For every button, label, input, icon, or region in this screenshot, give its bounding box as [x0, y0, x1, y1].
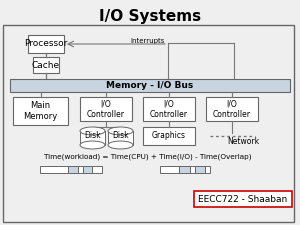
Bar [13, 97, 68, 125]
Bar [108, 131, 133, 145]
Text: Network: Network [227, 137, 259, 146]
Bar [194, 191, 292, 207]
Bar [160, 166, 210, 173]
Bar [28, 35, 64, 53]
Bar [83, 166, 92, 173]
Bar [143, 97, 195, 121]
Text: Graphics: Graphics [152, 131, 186, 140]
Bar [179, 166, 190, 173]
Bar [33, 57, 59, 73]
Ellipse shape [80, 127, 105, 135]
Text: Memory - I/O Bus: Memory - I/O Bus [106, 81, 194, 90]
Bar [143, 127, 195, 145]
Text: I/O
Controller: I/O Controller [213, 99, 251, 119]
Text: Processor: Processor [24, 40, 68, 49]
Text: Time(workload) = Time(CPU) + Time(I/O) - Time(Overlap): Time(workload) = Time(CPU) + Time(I/O) -… [44, 154, 252, 160]
Ellipse shape [108, 127, 133, 135]
Bar [80, 97, 132, 121]
Bar [80, 131, 105, 145]
Bar [40, 166, 102, 173]
Text: Disk: Disk [84, 131, 101, 140]
Ellipse shape [80, 141, 105, 149]
Text: I/O Systems: I/O Systems [99, 9, 201, 24]
Bar [3, 25, 294, 222]
Text: Main
Memory: Main Memory [23, 101, 58, 121]
Text: I/O
Controller: I/O Controller [87, 99, 125, 119]
Bar [195, 166, 205, 173]
Text: Disk: Disk [112, 131, 129, 140]
Bar [68, 166, 78, 173]
Text: I/O
Controller: I/O Controller [150, 99, 188, 119]
Bar [206, 97, 258, 121]
Text: interrupts: interrupts [130, 38, 164, 44]
Bar [10, 79, 290, 92]
Ellipse shape [108, 141, 133, 149]
Text: Cache: Cache [32, 61, 60, 70]
Text: EECC722 - Shaaban: EECC722 - Shaaban [198, 194, 288, 203]
